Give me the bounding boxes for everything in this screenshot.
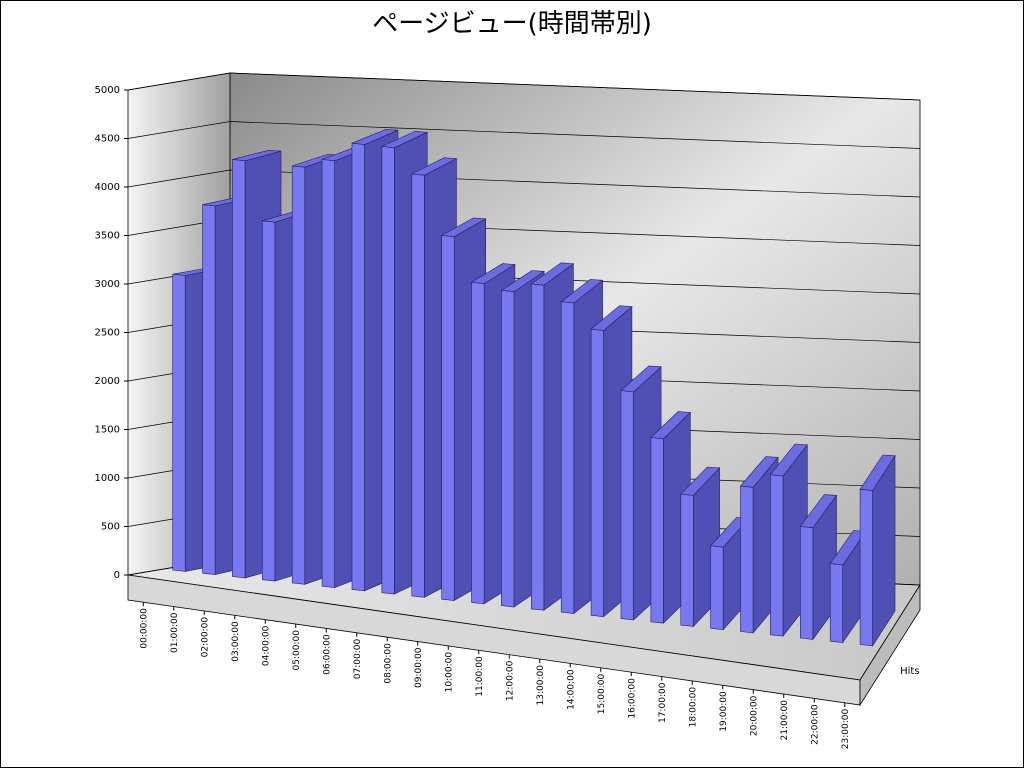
bar-front xyxy=(441,235,455,601)
bar-front xyxy=(859,488,873,647)
y-tick-label: 1500 xyxy=(95,425,120,436)
bar-front xyxy=(530,283,545,611)
y-tick-label: 3500 xyxy=(95,231,120,242)
bar-front xyxy=(650,437,664,624)
y-tick-label: 0 xyxy=(114,570,120,581)
x-tick-label: 15:00:00 xyxy=(597,674,607,715)
plot-area: 0 500 1000 1500 2000 2500 3000 3500 4000 4500 5000… xyxy=(95,72,921,750)
x-tick-label: 02:00:00 xyxy=(200,617,210,658)
x-tick-label: 03:00:00 xyxy=(231,621,241,662)
x-tick-label: 07:00:00 xyxy=(353,639,363,680)
x-tick-label: 12:00:00 xyxy=(505,660,515,701)
y-tick-label: 2000 xyxy=(95,376,120,387)
x-tick-label: 22:00:00 xyxy=(810,704,820,745)
bar-front xyxy=(261,220,276,582)
x-tick-label: 21:00:00 xyxy=(780,700,790,741)
bar-front xyxy=(381,146,395,595)
x-tick-label: 06:00:00 xyxy=(322,634,332,675)
y-tick-label: 500 xyxy=(101,522,120,533)
y-tick-label: 4000 xyxy=(95,182,120,193)
bar-front xyxy=(471,281,485,605)
bar-front xyxy=(590,328,604,618)
grid-line xyxy=(127,72,921,101)
bar-front xyxy=(232,159,246,579)
x-tick-label: 11:00:00 xyxy=(475,656,485,697)
y-tick-label: 2500 xyxy=(95,328,120,339)
bar-front xyxy=(740,485,754,634)
bar-front xyxy=(411,173,425,598)
x-tick-label: 20:00:00 xyxy=(749,695,759,736)
y-tick-label: 5000 xyxy=(95,85,120,96)
bar-front xyxy=(799,526,814,640)
x-tick-label: 04:00:00 xyxy=(261,625,271,666)
bar-front xyxy=(710,545,724,631)
x-tick-label: 19:00:00 xyxy=(719,691,729,732)
series-label: Hits xyxy=(900,666,919,677)
bar-front xyxy=(321,159,336,588)
x-tick-label: 16:00:00 xyxy=(627,678,637,719)
x-tick-label: 05:00:00 xyxy=(292,630,302,671)
grid-line xyxy=(127,169,921,198)
x-tick-label: 00:00:00 xyxy=(139,608,149,649)
x-tick-label: 18:00:00 xyxy=(688,687,698,728)
bar-front xyxy=(351,142,365,592)
bar-front xyxy=(291,165,306,585)
bar-front xyxy=(202,204,216,575)
bar-front xyxy=(560,301,575,614)
bar-front xyxy=(501,290,515,608)
chart-title: ページビュー(時間帯別) xyxy=(372,9,652,39)
bar-front xyxy=(680,493,694,627)
x-tick-label: 08:00:00 xyxy=(383,643,393,684)
bar-front xyxy=(620,390,634,621)
y-tick-label: 3000 xyxy=(95,279,120,290)
y-tick-label: 1000 xyxy=(95,473,120,484)
floor-side xyxy=(859,583,921,707)
x-tick-label: 23:00:00 xyxy=(841,709,851,750)
x-tick-label: 17:00:00 xyxy=(658,682,668,723)
x-tick-label: 13:00:00 xyxy=(536,665,546,706)
bar-front xyxy=(829,563,844,643)
x-tick-label: 09:00:00 xyxy=(414,647,424,688)
bar xyxy=(859,454,896,647)
x-tick-label: 01:00:00 xyxy=(170,612,180,653)
x-tick-label: 10:00:00 xyxy=(444,652,454,693)
x-tick-label: 14:00:00 xyxy=(566,669,576,710)
y-tick-label: 4500 xyxy=(95,134,120,145)
bar-front xyxy=(770,474,784,637)
bar-front xyxy=(172,273,186,572)
grid-line xyxy=(127,121,921,149)
